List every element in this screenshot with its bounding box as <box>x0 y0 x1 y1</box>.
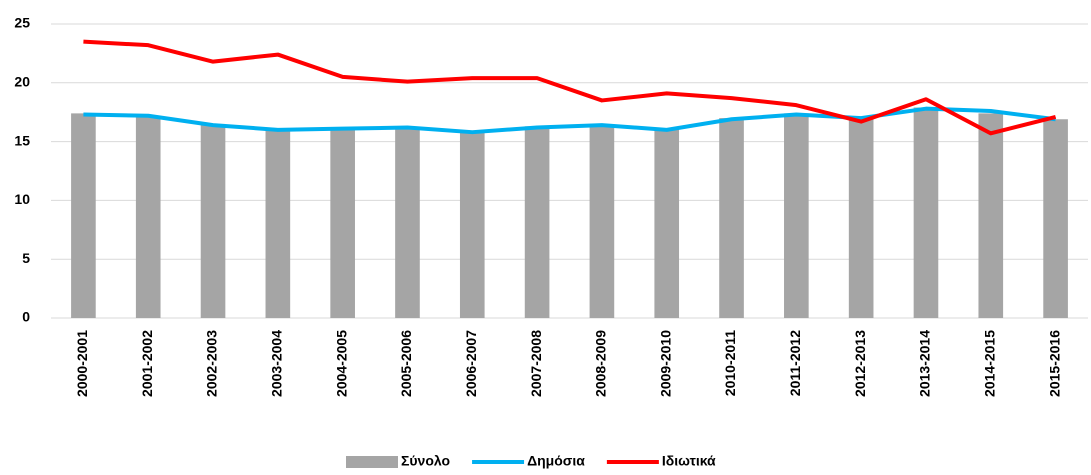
y-tick-label: 20 <box>14 74 30 90</box>
line <box>83 106 1056 135</box>
y-tick-label: 25 <box>14 15 30 31</box>
x-tick-label: 2003-2004 <box>269 330 285 397</box>
x-tick-label: 2007-2008 <box>528 330 544 397</box>
x-tick-label: 2015-2016 <box>1046 330 1062 397</box>
x-tick-label: 2014-2015 <box>981 330 997 397</box>
bar <box>589 125 615 318</box>
x-tick-label: 2004-2005 <box>333 330 349 397</box>
x-tick-label: 2011-2012 <box>787 330 803 396</box>
x-tick-label: 2009-2010 <box>657 330 673 397</box>
bar <box>330 128 355 318</box>
legend-label: Δημόσια <box>527 453 585 469</box>
legend-label: Ιδιωτικά <box>662 453 716 469</box>
x-tick-label: 2006-2007 <box>463 330 479 397</box>
bar <box>719 118 744 318</box>
x-tick-label: 2010-2011 <box>722 330 738 396</box>
bar <box>395 127 420 318</box>
x-tick-label: 2000-2001 <box>74 330 90 397</box>
bar <box>784 113 809 318</box>
y-tick-label: 15 <box>14 132 30 148</box>
x-tick-label: 2002-2003 <box>204 330 220 397</box>
x-tick-label: 2001-2002 <box>139 330 155 397</box>
x-tick-label: 2005-2006 <box>398 330 414 397</box>
bar <box>265 128 291 318</box>
bar <box>978 113 1004 318</box>
line <box>83 39 1057 136</box>
legend-swatch <box>346 456 398 468</box>
bar <box>459 131 485 318</box>
bar <box>135 115 161 318</box>
legend-label: Σύνολο <box>401 453 450 469</box>
bar <box>913 107 939 318</box>
bar <box>71 113 96 318</box>
x-tick-label: 2008-2009 <box>593 330 609 397</box>
bar <box>200 123 226 319</box>
y-tick-label: 0 <box>22 309 30 325</box>
x-tick-label: 2012-2013 <box>852 330 868 397</box>
bar <box>848 116 874 319</box>
y-tick-label: 10 <box>14 191 30 207</box>
bar <box>654 128 680 318</box>
x-tick-label: 2013-2014 <box>917 330 933 397</box>
bar <box>524 126 550 318</box>
bar <box>1043 119 1068 318</box>
y-tick-label: 5 <box>22 250 30 266</box>
